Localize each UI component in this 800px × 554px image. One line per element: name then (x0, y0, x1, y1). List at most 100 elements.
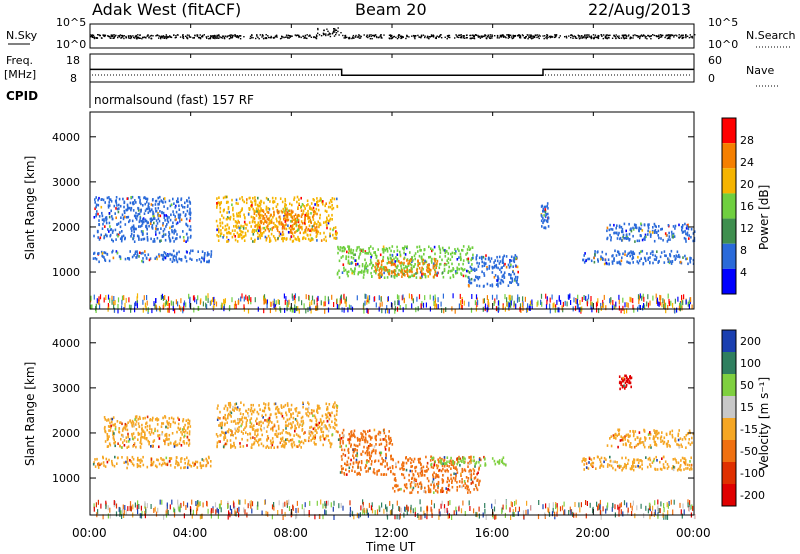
data-point (172, 255, 175, 258)
data-point (108, 212, 111, 215)
data-point (146, 228, 148, 231)
noise-point (123, 35, 125, 37)
scatter-point (362, 509, 364, 515)
noise-point (665, 35, 667, 37)
data-point (126, 446, 128, 449)
scatter-point (178, 304, 181, 310)
data-point (104, 259, 107, 262)
data-point (274, 402, 277, 406)
data-point (173, 240, 175, 243)
noise-point (565, 37, 568, 39)
noise-point (132, 36, 135, 39)
scatter-point (398, 514, 400, 520)
data-point (167, 423, 170, 426)
data-point (326, 415, 329, 419)
data-point (267, 207, 270, 210)
data-point (120, 216, 122, 219)
scatter-point (266, 299, 268, 305)
scatter-point (596, 301, 598, 307)
noise-point (590, 37, 592, 40)
noise-point (628, 34, 630, 36)
data-point (325, 434, 328, 438)
scatter-point (311, 295, 314, 301)
scatter-point (443, 504, 446, 510)
data-point (383, 271, 385, 275)
data-point (443, 263, 446, 267)
noise-point (217, 37, 219, 39)
data-point (151, 198, 154, 202)
data-point (142, 260, 145, 264)
scatter-point (132, 504, 134, 510)
data-point (252, 233, 255, 236)
noise-point (675, 34, 677, 36)
scatter-point (174, 308, 176, 314)
data-point (300, 220, 303, 223)
data-point (235, 402, 238, 406)
data-point (319, 197, 322, 200)
data-point (289, 433, 291, 437)
noise-point (162, 37, 164, 39)
scatter-point (367, 308, 369, 314)
data-point (310, 229, 313, 233)
noise-point (145, 36, 147, 39)
data-point (337, 245, 339, 249)
data-point (124, 422, 127, 426)
scatter-point (554, 307, 556, 313)
data-point (264, 213, 266, 216)
scatter-point (611, 506, 613, 512)
data-point (145, 437, 148, 441)
data-point (329, 199, 332, 202)
data-point (236, 240, 239, 243)
data-point (243, 235, 245, 238)
data-point (258, 421, 260, 425)
data-point (517, 283, 520, 286)
data-point (674, 227, 676, 230)
data-point (239, 211, 242, 214)
data-point (257, 209, 260, 213)
data-point (430, 268, 432, 272)
data-point (223, 444, 226, 447)
data-point (93, 234, 95, 238)
noise-point (449, 36, 451, 39)
data-point (459, 255, 462, 259)
data-point (542, 217, 544, 220)
data-point (161, 235, 164, 238)
scatter-point (647, 302, 650, 308)
scatter-point (298, 296, 300, 302)
data-point (679, 260, 682, 264)
noise-point (506, 34, 508, 36)
scatter-point (362, 505, 364, 511)
scatter-point (381, 308, 383, 314)
scatter-point (674, 308, 676, 314)
data-point (260, 442, 263, 446)
data-point (258, 423, 260, 426)
scatter-point (556, 503, 558, 509)
data-point (205, 457, 207, 461)
data-point (374, 251, 376, 254)
scatter-point (392, 504, 394, 510)
data-point (496, 255, 498, 259)
noise-point (96, 37, 99, 39)
data-point (315, 231, 318, 234)
data-point (186, 205, 189, 208)
data-point (256, 223, 259, 227)
data-point (481, 270, 483, 274)
noise-point (609, 34, 611, 36)
data-point (292, 227, 294, 231)
data-point (133, 202, 135, 205)
noise-point (517, 35, 519, 37)
scatter-point (665, 514, 667, 520)
scatter-point (281, 509, 283, 515)
scatter-point (426, 506, 429, 512)
scatter-point (638, 299, 640, 304)
data-point (483, 272, 485, 275)
data-point (106, 433, 109, 436)
data-point (449, 269, 452, 273)
data-point (681, 226, 684, 229)
data-point (340, 256, 343, 259)
noise-point (310, 36, 313, 38)
noise-point (219, 36, 221, 38)
scatter-point (437, 304, 439, 310)
data-point (187, 461, 190, 465)
data-point (428, 245, 430, 249)
